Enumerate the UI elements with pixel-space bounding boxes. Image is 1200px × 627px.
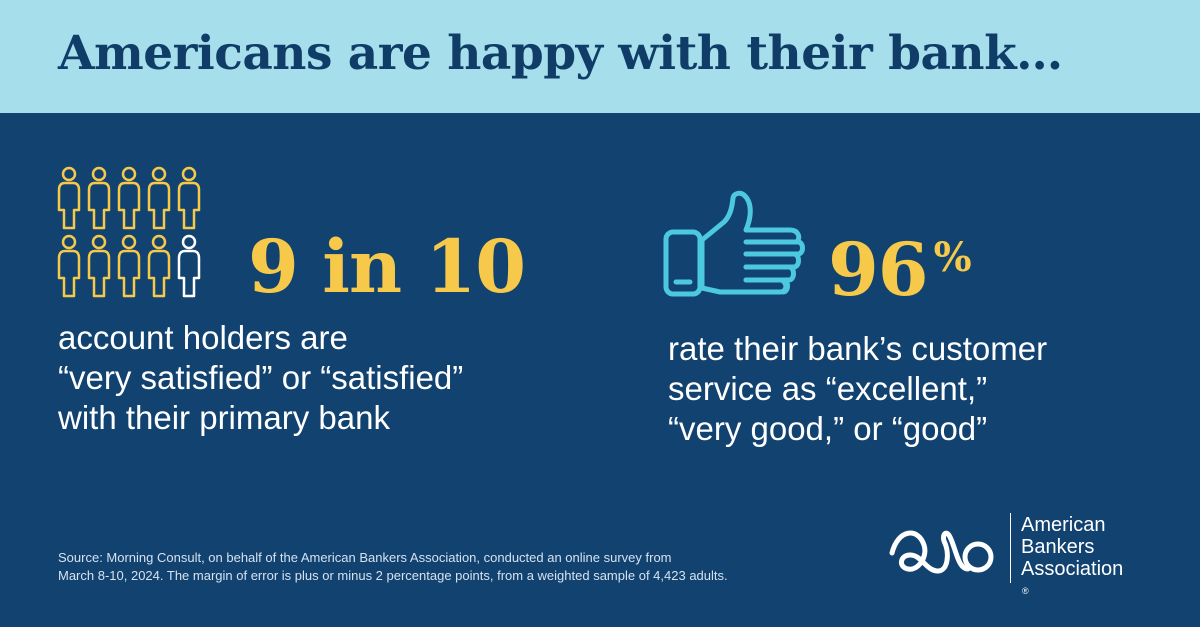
person-icon <box>87 234 111 298</box>
logo-line: American <box>1021 514 1106 536</box>
aba-logo-icon <box>888 515 998 585</box>
left-desc-line: with their primary bank <box>58 399 390 436</box>
person-icon <box>117 166 141 230</box>
logo-line: Bankers <box>1021 536 1095 558</box>
right-desc-line: service as “excellent,” <box>668 370 988 407</box>
person-icon <box>177 166 201 230</box>
logo-line: Association ® <box>1021 558 1123 602</box>
headline: Americans are happy with their bank… <box>58 26 1063 81</box>
right-stat-value: 96 <box>828 227 929 313</box>
left-stat-description: account holders are “very satisfied” or … <box>58 318 528 438</box>
right-stat-unit: % <box>933 234 972 281</box>
person-icon <box>87 166 111 230</box>
source-line: March 8-10, 2024. The margin of error is… <box>58 568 728 583</box>
person-icon <box>147 166 171 230</box>
logo-line-text: Association <box>1021 558 1124 580</box>
logo-wordmark: American Bankers Association ® <box>1021 514 1123 602</box>
left-desc-line: account holders are <box>58 319 348 356</box>
person-icon <box>117 234 141 298</box>
person-icon <box>57 234 81 298</box>
source-line: Source: Morning Consult, on behalf of th… <box>58 550 672 565</box>
registered-mark: ® <box>1022 586 1029 596</box>
right-desc-line: rate their bank’s customer <box>668 330 1048 367</box>
person-icon <box>177 234 201 298</box>
left-stat-value: 9 in 10 <box>248 224 526 310</box>
source-note: Source: Morning Consult, on behalf of th… <box>58 549 838 585</box>
person-icon <box>147 234 171 298</box>
person-icon <box>57 166 81 230</box>
logo-divider <box>1010 513 1011 583</box>
left-desc-line: “very satisfied” or “satisfied” <box>58 359 464 396</box>
people-grid <box>56 166 206 300</box>
right-stat-description: rate their bank’s customer service as “e… <box>668 329 1168 449</box>
thumbs-up-icon <box>662 190 810 300</box>
right-desc-line: “very good,” or “good” <box>668 410 988 447</box>
header-band <box>0 0 1200 113</box>
right-stat: 96% <box>828 227 972 313</box>
